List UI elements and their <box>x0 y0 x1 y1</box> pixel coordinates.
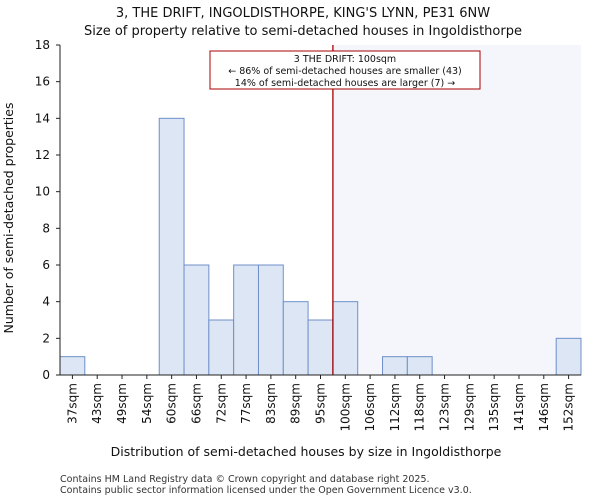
annotation-line-3: 14% of semi-detached houses are larger (… <box>235 78 455 89</box>
bar-37sqm <box>59 356 86 376</box>
bar-95sqm <box>307 319 334 376</box>
x-tick-label: 123sqm <box>438 383 452 431</box>
x-tick-label: 100sqm <box>338 383 352 431</box>
bar-83sqm <box>257 264 284 376</box>
y-axis-label: Number of semi-detached properties <box>1 103 16 334</box>
bar-100sqm <box>332 301 359 376</box>
chart-title: 3, THE DRIFT, INGOLDISTHORPE, KING'S LYN… <box>116 6 490 21</box>
x-tick-label: 72sqm <box>214 383 228 424</box>
bar-77sqm <box>233 264 259 376</box>
bar-72sqm <box>208 319 235 376</box>
annotation-frame <box>209 50 481 90</box>
annotation-line-1: 3 THE DRIFT: 100sqm <box>294 54 396 65</box>
y-tick-label: 16 <box>35 75 50 89</box>
bar-66sqm <box>183 264 210 376</box>
y-tick-label: 2 <box>42 331 50 345</box>
x-tick-label: 141sqm <box>512 383 526 431</box>
y-tick-label: 14 <box>35 111 50 125</box>
y-tick-label: 6 <box>42 258 50 272</box>
larger-properties-region <box>332 45 581 375</box>
y-tick-label: 4 <box>42 295 50 309</box>
x-axis-label: Distribution of semi-detached houses by … <box>111 444 502 459</box>
y-tick-label: 10 <box>35 185 50 199</box>
bar-112sqm <box>382 356 408 376</box>
x-tick-label: 89sqm <box>289 383 303 424</box>
x-tick-label: 37sqm <box>65 383 79 424</box>
footer-line-2: Contains public sector information licen… <box>60 485 472 496</box>
x-tick-label: 95sqm <box>314 383 328 424</box>
x-tick-label: 49sqm <box>115 383 129 424</box>
x-tick-label: 43sqm <box>90 383 104 424</box>
y-tick-label: 0 <box>42 368 50 382</box>
x-tick-label: 146sqm <box>537 383 551 431</box>
y-tick-label: 18 <box>35 38 50 52</box>
x-tick-label: 112sqm <box>388 383 402 431</box>
y-tick-label: 12 <box>35 148 50 162</box>
x-tick-label: 129sqm <box>462 383 476 431</box>
x-tick-label: 152sqm <box>562 383 576 431</box>
y-tick-label: 8 <box>42 221 50 235</box>
bar-118sqm <box>406 356 433 376</box>
bar-60sqm <box>158 117 185 376</box>
x-tick-label: 135sqm <box>487 383 501 431</box>
x-tick-label: 83sqm <box>264 383 278 424</box>
chart-subtitle: Size of property relative to semi-detach… <box>84 24 522 39</box>
x-tick-label: 77sqm <box>239 383 253 424</box>
x-tick-label: 106sqm <box>363 383 377 431</box>
x-tick-label: 66sqm <box>189 383 203 424</box>
x-tick-label: 54sqm <box>140 383 154 424</box>
annotation-box: 3 THE DRIFT: 100sqm ← 86% of semi-detach… <box>209 50 481 90</box>
annotation-line-2: ← 86% of semi-detached houses are smalle… <box>228 66 462 77</box>
x-tick-label: 118sqm <box>413 383 427 431</box>
bar-89sqm <box>282 301 309 376</box>
footer-line-1: Contains HM Land Registry data © Crown c… <box>60 474 430 485</box>
bar-152sqm <box>555 337 582 376</box>
x-tick-label: 60sqm <box>165 383 179 424</box>
